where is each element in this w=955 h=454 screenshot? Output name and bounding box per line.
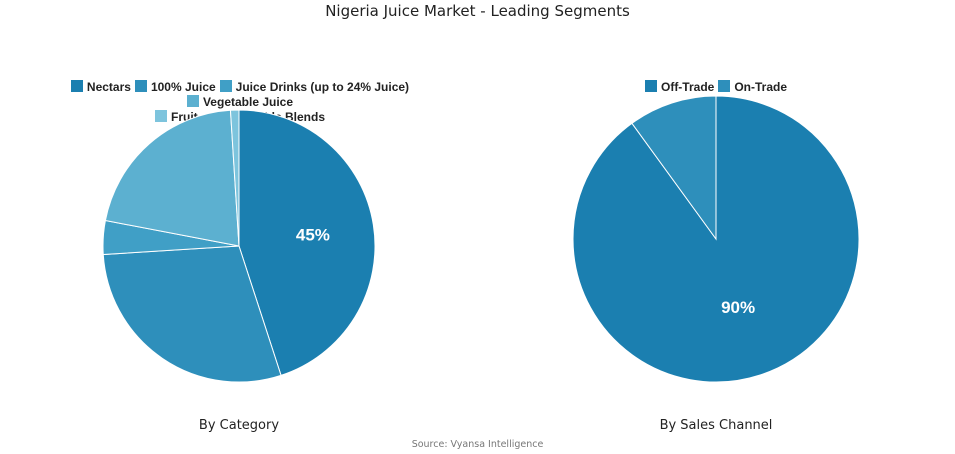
legend-swatch	[644, 80, 657, 92]
legend-swatch	[154, 110, 167, 122]
legend-swatch	[718, 80, 731, 92]
legend-label: Nectars	[86, 80, 131, 94]
data-label: 45%	[296, 225, 330, 244]
legend-item: Juice Drinks (up to 24% Juice)	[219, 80, 410, 95]
subtitle-category: By Category	[198, 418, 280, 433]
subtitle-sales-channel: By Sales Channel	[659, 418, 773, 433]
legend-item: Off-Trade	[644, 80, 715, 95]
legend-item: Vegetable Juice	[186, 95, 294, 110]
source-note: Source: Vyansa Intelligence	[411, 439, 544, 450]
legend-swatch	[70, 80, 83, 92]
legend-label: Juice Drinks (up to 24% Juice)	[235, 80, 410, 94]
legend-label: On-Trade	[734, 80, 788, 94]
legend-item: On-Trade	[718, 80, 787, 95]
legend-swatch	[219, 80, 232, 92]
data-label: 90%	[721, 298, 755, 317]
pie-slice	[102, 245, 282, 383]
legend-item: Nectars	[70, 80, 131, 95]
legend-item: 100% Juice	[134, 80, 216, 95]
pie-slice	[631, 95, 717, 241]
legend-sales-channel: Off-Trade On-Trade	[566, 80, 866, 95]
pie-slice	[229, 109, 240, 247]
pie-slice	[238, 109, 376, 376]
legend-label: Off-Trade	[660, 80, 715, 94]
legend-label: Vegetable Juice	[202, 95, 294, 109]
chart-title: Nigeria Juice Market - Leading Segments	[325, 2, 630, 20]
legend-swatch	[134, 80, 147, 92]
pie-slice	[104, 109, 240, 247]
legend-label: 100% Juice	[150, 80, 216, 94]
legend-swatch	[186, 95, 199, 107]
